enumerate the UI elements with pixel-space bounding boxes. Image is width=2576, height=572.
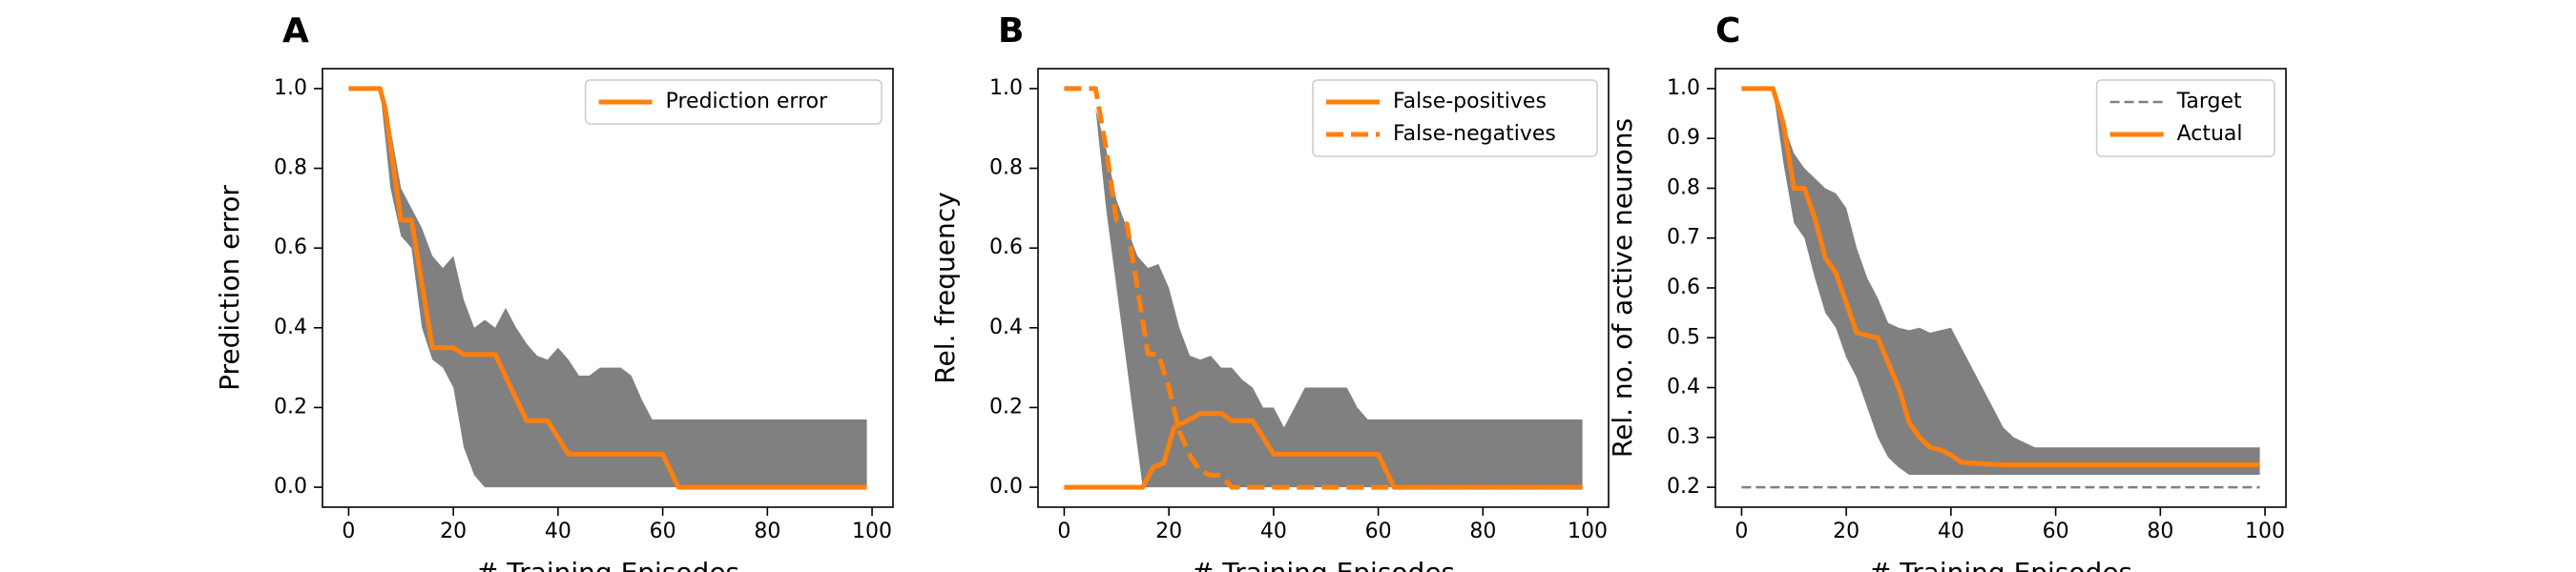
panel-c-y-tick-label: 0.8 bbox=[1667, 175, 1700, 199]
panel-b-legend-label: False-positives bbox=[1393, 90, 1547, 113]
panel-c-legend-label: Target bbox=[2176, 90, 2242, 113]
panel-a-series-prediction-error bbox=[348, 86, 867, 490]
panel-a-legend: Prediction error bbox=[584, 79, 883, 125]
panel-c-legend: Target Actual bbox=[2095, 79, 2275, 157]
panel-a-x-tick-label: 60 bbox=[650, 520, 676, 543]
panel-a-label: A bbox=[282, 11, 309, 51]
panel-c-legend-box bbox=[2095, 79, 2275, 157]
panel-a-legend-label: Prediction error bbox=[666, 90, 828, 113]
panel-c-y-tick-label: 0.2 bbox=[1667, 475, 1700, 499]
panel-b-x-tick-label: 60 bbox=[1365, 520, 1392, 543]
panel-a-y-tick-label: 0.2 bbox=[274, 395, 307, 419]
panel-a-x-tick-label: 40 bbox=[545, 520, 571, 543]
panel-b-y-tick-label: 0.8 bbox=[989, 156, 1023, 180]
panel-b-x-axis-label: # Training Episodes bbox=[1192, 557, 1455, 572]
panel-b-y-tick-label: 0.6 bbox=[989, 235, 1023, 259]
panel-b-y-tick-label: 0.4 bbox=[989, 316, 1023, 339]
panel-c-x-tick-label: 0 bbox=[1735, 520, 1748, 543]
panel-b-y-tick-label: 0.0 bbox=[989, 475, 1023, 499]
panel-a-x-axis-label: # Training Episodes bbox=[476, 557, 739, 572]
panel-c-label: C bbox=[1715, 11, 1740, 51]
panel-a-x-tick-label: 0 bbox=[342, 520, 355, 543]
panel-b-spread-band bbox=[1085, 88, 1583, 488]
panel-b-axes-frame bbox=[1037, 68, 1610, 508]
panel-b-legend-box bbox=[1312, 79, 1598, 157]
panel-c-y-tick-label: 0.3 bbox=[1667, 425, 1700, 449]
panel-b-series-false-negatives bbox=[1064, 86, 1583, 490]
panel-a-legend-box bbox=[584, 79, 883, 125]
panel-b-x-tick-label: 0 bbox=[1057, 520, 1070, 543]
panel-a-y-tick-label: 0.0 bbox=[274, 475, 307, 499]
panel-b-x-tick-label: 40 bbox=[1260, 520, 1287, 543]
panel-b-x-tick-label: 100 bbox=[1568, 520, 1608, 543]
panel-c-spread-band bbox=[1741, 88, 2260, 476]
panel-c-y-tick-label: 0.5 bbox=[1667, 325, 1700, 349]
panel-b-x-tick-label: 20 bbox=[1155, 520, 1182, 543]
panel-b-series-false-positives bbox=[1064, 411, 1583, 490]
panel-a-x-tick-label: 20 bbox=[440, 520, 467, 543]
panel-a: A 0 20 40 60 80 100 0.0 0.2 0.4 0.6 0.8 1.0 # Trainin… bbox=[214, 11, 894, 572]
panel-c-x-tick-label: 20 bbox=[1833, 520, 1859, 543]
panel-a-y-tick-label: 0.4 bbox=[274, 316, 307, 339]
panel-b-x-tick-label: 80 bbox=[1469, 520, 1496, 543]
panel-b-legend-label: False-negatives bbox=[1393, 122, 1556, 146]
panel-a-y-tick-label: 1.0 bbox=[274, 76, 307, 100]
panel-a-spread-band bbox=[348, 88, 867, 488]
panel-a-axes-frame bbox=[322, 68, 894, 508]
panel-c-x-tick-label: 60 bbox=[2043, 520, 2069, 543]
panel-a-y-tick-label: 0.6 bbox=[274, 235, 307, 259]
panel-c-y-tick-label: 0.9 bbox=[1667, 126, 1700, 150]
panel-c-y-tick-label: 0.6 bbox=[1667, 276, 1700, 299]
panel-c-y-tick-label: 0.7 bbox=[1667, 226, 1700, 250]
panel-b: B 0 20 40 60 80 100 0.0 0.2 0.4 0.6 0.8 1.0 # Trainin… bbox=[929, 11, 1610, 572]
panel-c: C 0 20 40 60 80 100 0.2 0.3 0.4 0.5 0.6 0.7 0.8 0.9 1.0… bbox=[1607, 11, 2287, 572]
panel-c-y-tick-label: 1.0 bbox=[1667, 76, 1700, 100]
panel-c-x-axis-label: # Training Episodes bbox=[1869, 557, 2132, 572]
panel-a-y-axis-label: Prediction error bbox=[214, 185, 245, 391]
panel-c-series-actual bbox=[1741, 86, 2260, 468]
panel-c-y-tick-label: 0.4 bbox=[1667, 376, 1700, 399]
panel-b-y-tick-label: 1.0 bbox=[989, 76, 1023, 100]
panel-a-x-tick-label: 100 bbox=[852, 520, 892, 543]
panel-c-x-tick-label: 80 bbox=[2147, 520, 2173, 543]
panel-b-legend: False-positives False-negatives bbox=[1312, 79, 1598, 157]
panel-a-y-tick-label: 0.8 bbox=[274, 156, 307, 180]
panel-b-y-axis-label: Rel. frequency bbox=[929, 192, 961, 383]
panel-b-y-tick-label: 0.2 bbox=[989, 395, 1023, 419]
panel-c-x-tick-label: 100 bbox=[2245, 520, 2285, 543]
panel-c-legend-label: Actual bbox=[2177, 122, 2243, 146]
panel-a-x-tick-label: 80 bbox=[754, 520, 780, 543]
panel-c-x-tick-label: 40 bbox=[1938, 520, 1964, 543]
panel-b-label: B bbox=[998, 11, 1024, 51]
panel-c-y-axis-label: Rel. no. of active neurons bbox=[1607, 118, 1638, 458]
